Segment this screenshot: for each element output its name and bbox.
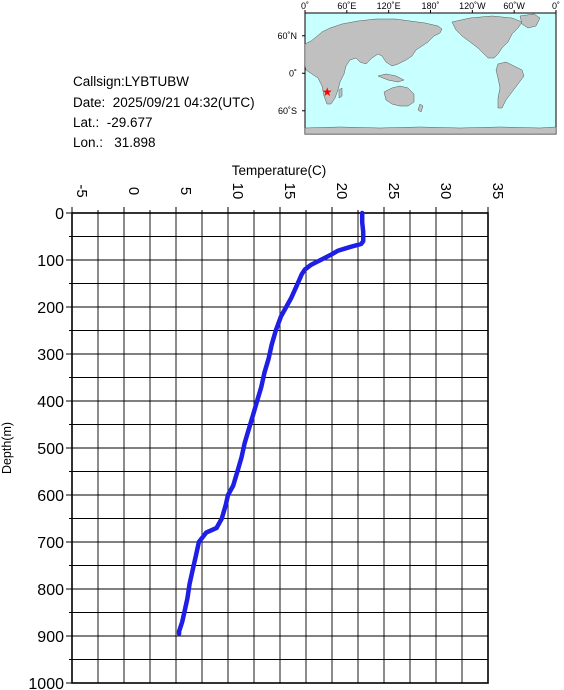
x-tick-label: 25 — [385, 183, 402, 200]
y-axis-label: Depth(m) — [0, 422, 14, 474]
x-axis-label: Temperature(C) — [232, 163, 327, 178]
map-land — [304, 13, 557, 135]
y-tick-label: 100 — [37, 253, 64, 270]
y-tick-label: 300 — [37, 347, 64, 364]
map-lon-label: 180˚ — [421, 1, 439, 11]
x-tick-label: 5 — [177, 187, 194, 195]
date-text: Date: 2025/09/21 04:32(UTC) — [73, 95, 255, 110]
map-lon-label: 60˚W — [503, 1, 525, 11]
y-tick-label: 500 — [37, 441, 64, 458]
map-lon-label: 120˚E — [377, 1, 401, 11]
y-tick-label: 800 — [37, 582, 64, 599]
chart-axes: -5 0 5 10 15 20 25 30 35 0 100 200 300 400 500 600 700 80… — [28, 183, 506, 690]
latitude-text: Lat.: -29.677 — [73, 115, 153, 130]
new-zealand-land — [417, 103, 424, 113]
y-tick-label: 0 — [55, 206, 64, 223]
x-tick-label: 10 — [229, 183, 246, 200]
x-tick-label: -5 — [73, 184, 90, 197]
y-tick-label: 200 — [37, 300, 64, 317]
x-tick-label: 20 — [333, 183, 350, 200]
y-tick-label: 700 — [37, 535, 64, 552]
madagascar-land — [338, 87, 343, 99]
x-tick-label: 0 — [125, 187, 142, 195]
africa-europe-asia-land — [304, 18, 443, 105]
north-america-land — [451, 15, 523, 59]
map-labels: 0˚ 60˚E 120˚E 180˚ 120˚W 60˚W 0˚ 60˚N 0˚ 60˚S — [277, 1, 560, 116]
chart-series — [176, 210, 366, 636]
map-lon-label: 0˚ — [552, 1, 560, 11]
y-tick-label: 400 — [37, 394, 64, 411]
x-tick-label: 15 — [281, 183, 298, 200]
map-lat-label: 60˚N — [277, 31, 297, 41]
antarctica-land — [304, 126, 557, 135]
greenland-land — [519, 13, 541, 29]
map-lat-label: 60˚S — [278, 106, 297, 116]
map-lon-label: 60˚E — [337, 1, 356, 11]
map-lon-label: 120˚W — [459, 1, 486, 11]
indonesia-land — [377, 73, 405, 83]
y-tick-label: 900 — [37, 629, 64, 646]
map-lon-label: 0˚ — [301, 1, 309, 11]
map-lat-label: 0˚ — [289, 68, 297, 78]
australia-land — [383, 85, 415, 107]
x-tick-label: 35 — [489, 183, 506, 200]
callsign-text: Callsign:LYBTUBW — [73, 74, 190, 89]
y-tick-label: 600 — [37, 488, 64, 505]
location-marker: ★ — [322, 85, 333, 99]
y-tick-label: 1000 — [28, 676, 64, 690]
temperature-profile-line — [176, 210, 366, 636]
south-america-land — [495, 61, 525, 109]
longitude-text: Lon.: 31.898 — [73, 135, 156, 150]
chart-grid — [71, 212, 489, 684]
x-tick-label: 30 — [437, 183, 454, 200]
